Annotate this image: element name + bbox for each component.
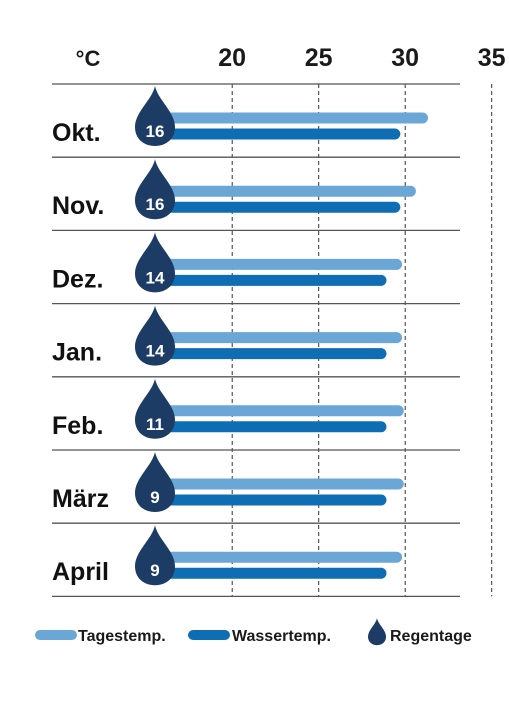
month-row: April 9	[52, 525, 403, 586]
rain-days-label: 16	[146, 195, 165, 214]
rain-days-label: 11	[146, 415, 164, 434]
month-row: März 9	[52, 452, 404, 513]
legend-rain-drop-shape	[368, 618, 386, 646]
x-tick-label: 20	[218, 44, 246, 72]
x-tick-label: 25	[305, 44, 333, 72]
rain-days-label: 9	[150, 561, 159, 580]
legend-item-water-temp: Wassertemp.	[188, 628, 331, 645]
rain-days-label: 14	[146, 342, 165, 361]
x-tick-label: 35	[478, 44, 506, 72]
rain-drop-shape	[135, 159, 175, 220]
rain-drop-shape	[135, 525, 175, 586]
legend-label-rain-days: Regentage	[390, 628, 472, 645]
rain-drop-shape	[135, 378, 175, 439]
legend: Tagestemp. Wassertemp. Regentage	[35, 618, 472, 646]
month-label: Dez.	[52, 265, 103, 293]
rain-drop-icon: 11	[135, 378, 175, 439]
rain-drop-icon: 16	[135, 159, 175, 220]
rain-days-label: 9	[150, 488, 159, 507]
legend-item-rain-days: Regentage	[368, 618, 472, 646]
rain-drop-icon: 9	[135, 525, 175, 586]
rain-drop-shape	[135, 305, 175, 366]
rain-drop-icon: 16	[135, 86, 175, 146]
legend-label-day-temp: Tagestemp.	[78, 628, 166, 645]
rain-drop-shape	[135, 86, 175, 146]
rain-drop-shape	[135, 232, 175, 293]
month-label: März	[52, 485, 109, 513]
rain-drop-shape	[135, 452, 175, 512]
legend-item-day-temp: Tagestemp.	[35, 628, 166, 645]
month-label: Okt.	[52, 119, 101, 147]
month-row: Feb. 11	[52, 378, 404, 440]
rain-drop-icon: 14	[135, 305, 175, 366]
legend-rain-drop-icon	[368, 618, 386, 646]
month-label: Nov.	[52, 192, 104, 220]
month-row: Jan. 14	[52, 305, 403, 367]
month-row: Okt. 16	[52, 86, 428, 147]
legend-label-water-temp: Wassertemp.	[232, 628, 331, 645]
month-label: Jan.	[52, 339, 102, 367]
month-label: Feb.	[52, 412, 103, 440]
month-row: Nov. 16	[52, 159, 416, 220]
axis-unit-label: °C	[76, 46, 101, 71]
month-label: April	[52, 558, 109, 586]
rain-drop-icon: 9	[135, 452, 175, 512]
month-row: Dez. 14	[52, 232, 403, 293]
rain-drop-icon: 14	[135, 232, 175, 293]
x-tick-label: 30	[391, 44, 419, 72]
rain-days-label: 14	[146, 268, 165, 287]
rain-days-label: 16	[146, 122, 165, 141]
